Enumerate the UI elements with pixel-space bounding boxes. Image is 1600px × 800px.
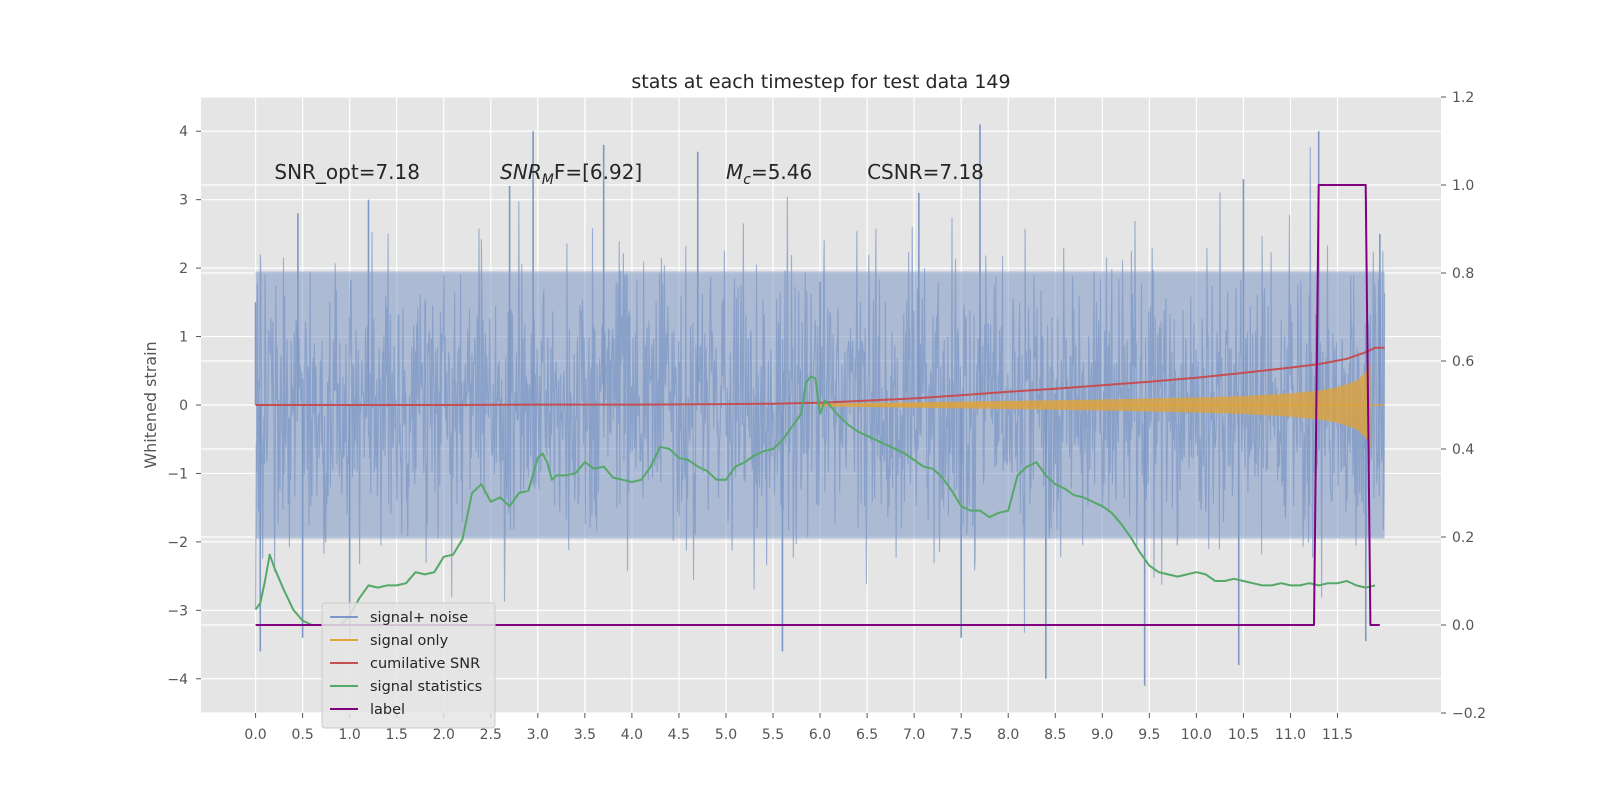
y-axis-left: −4 −3 −2 −1 0 1 2 3 4	[167, 124, 201, 688]
y2-tick-label: 0.8	[1452, 266, 1474, 282]
x-tick-label: 0.0	[244, 727, 266, 743]
x-tick-label: 5.5	[762, 727, 784, 743]
y-axis-right: −0.2 0.0 0.2 0.4 0.6 0.8 1.0 1.2	[1441, 90, 1486, 722]
y-tick-label: 0	[179, 398, 188, 414]
x-tick-label: 9.0	[1091, 727, 1113, 743]
series-line-cumilative-snr	[255, 346, 1385, 406]
legend-label: label	[370, 702, 405, 718]
y-tick-label: −4	[167, 672, 188, 688]
y2-tick-label: 1.2	[1452, 90, 1474, 106]
legend-label: signal statistics	[370, 679, 482, 695]
y-tick-label: 3	[179, 193, 188, 209]
y2-tick-label: 0.6	[1452, 354, 1474, 370]
annotation-text: Mc=5.46	[726, 160, 812, 188]
x-tick-label: 7.0	[903, 727, 925, 743]
x-tick-label: 10.5	[1228, 727, 1259, 743]
legend-label: cumilative SNR	[370, 656, 480, 672]
legend: signal+ noise signal only cumilative SNR si…	[321, 602, 496, 729]
x-tick-label: 4.5	[668, 727, 690, 743]
x-tick-label: 11.0	[1275, 727, 1306, 743]
annotation-part: M	[726, 160, 743, 184]
y-tick-label: −2	[167, 535, 188, 551]
y-tick-label: 2	[179, 261, 188, 277]
annotation-part: SNR	[500, 160, 542, 184]
x-tick-label: 8.0	[997, 727, 1019, 743]
y-axis-label: Whitened strain	[141, 341, 160, 468]
x-tick-label: 6.5	[856, 727, 878, 743]
y2-tick-label: 1.0	[1452, 178, 1474, 194]
x-tick-label: 9.5	[1138, 727, 1160, 743]
x-tick-label: 3.5	[574, 727, 596, 743]
x-tick-label: 4.0	[621, 727, 643, 743]
series-line-label	[255, 184, 1380, 626]
y-tick-label: −3	[167, 603, 188, 619]
annotation-part: CSNR=7.18	[867, 160, 984, 184]
x-tick-label: 2.0	[433, 727, 455, 743]
chart-title: stats at each timestep for test data 149	[631, 71, 1010, 93]
x-tick-label: 0.5	[291, 727, 313, 743]
x-tick-label: 6.0	[809, 727, 831, 743]
line-series	[254, 184, 1385, 626]
annotation-part: F=[6.92]	[554, 160, 642, 184]
annotation-part: =5.46	[751, 160, 812, 184]
x-tick-label: 7.5	[950, 727, 972, 743]
annotation-text: SNR_opt=7.18	[274, 160, 420, 184]
x-tick-label: 1.5	[386, 727, 408, 743]
x-tick-label: 2.5	[480, 727, 502, 743]
x-tick-label: 3.0	[527, 727, 549, 743]
annotations: SNR_opt=7.18 SNRMF=[6.92] Mc=5.46 CSNR=7.18	[274, 160, 984, 188]
legend-label: signal+ noise	[370, 610, 468, 626]
y2-tick-label: −0.2	[1452, 706, 1486, 722]
legend-box	[321, 602, 496, 729]
chirp-series	[820, 362, 1385, 448]
annotation-text: CSNR=7.18	[867, 160, 984, 184]
y-tick-label: 1	[179, 330, 188, 346]
x-axis: 0.0 0.5 1.0 1.5 2.0 2.5 3.0 3.5 4.0 4.5 5.0 5.5 6.0 6…	[244, 713, 1353, 743]
y2-tick-label: 0.4	[1452, 442, 1474, 458]
y2-tick-label: 0.0	[1452, 618, 1474, 634]
legend-label: signal only	[370, 633, 449, 649]
x-tick-label: 5.0	[715, 727, 737, 743]
annotation-part: SNR_opt=7.18	[274, 160, 420, 184]
y-tick-label: 4	[179, 124, 188, 140]
y2-tick-label: 0.2	[1452, 530, 1474, 546]
x-tick-label: 10.0	[1181, 727, 1212, 743]
annotation-part: c	[743, 172, 751, 188]
y-tick-label: −1	[167, 466, 188, 482]
series-line-signal-statistics	[254, 375, 1376, 626]
annotation-text: SNRMF=[6.92]	[500, 160, 642, 188]
x-tick-label: 1.0	[339, 727, 361, 743]
annotation-part: M	[542, 172, 554, 188]
x-tick-label: 8.5	[1044, 727, 1066, 743]
x-tick-label: 11.5	[1322, 727, 1353, 743]
